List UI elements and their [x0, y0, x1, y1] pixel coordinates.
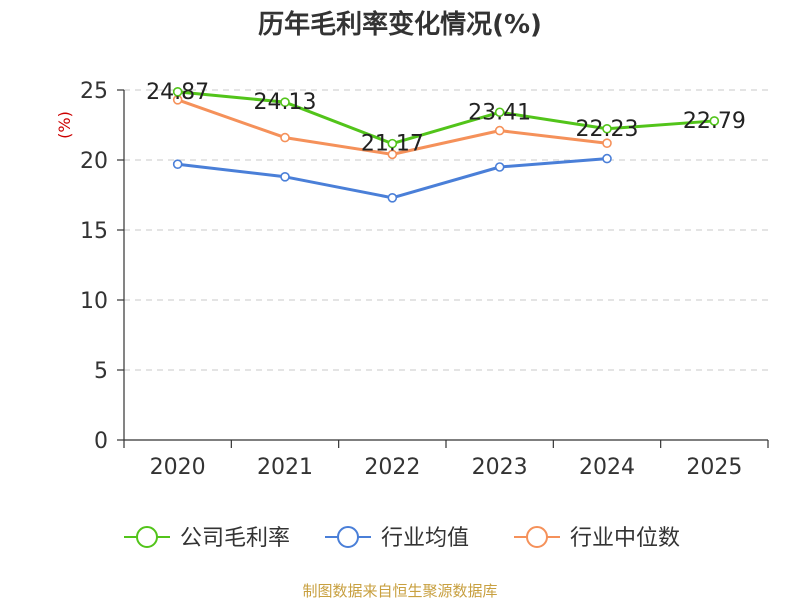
legend-marker: [526, 526, 548, 548]
data-labels: 24.87 24.13 21.17 23.41 22.23 22.79: [146, 80, 746, 157]
data-point: [387, 138, 398, 149]
legend-label: 行业均值: [381, 526, 469, 551]
source-note: 制图数据来自恒生聚源数据库: [302, 582, 497, 600]
x-tick-label: 2022: [364, 455, 420, 480]
data-point: [494, 107, 505, 118]
data-point: [602, 123, 612, 134]
data-point: [387, 193, 398, 203]
data-point: [494, 125, 505, 136]
data-point: [280, 172, 290, 182]
data-point: [709, 116, 720, 126]
y-tick-label: 20: [80, 149, 108, 174]
data-point: [280, 132, 290, 143]
grid-lines: [124, 89, 768, 371]
legend-label: 公司毛利率: [180, 526, 290, 551]
data-point: [602, 153, 612, 164]
x-tick-label: 2025: [686, 455, 742, 480]
data-point: [387, 149, 398, 160]
y-tick-label: 10: [80, 289, 108, 314]
data-label: 22.79: [683, 109, 746, 134]
y-tick-label: 5: [94, 359, 108, 384]
data-label: 23.41: [468, 100, 531, 125]
data-point: [602, 138, 612, 148]
data-point: [172, 159, 183, 169]
legend-marker: [136, 526, 158, 548]
series-line: [177, 90, 715, 146]
series-group: [172, 87, 720, 203]
y-tick-label: 0: [94, 429, 108, 454]
x-tick-label: 2020: [150, 455, 206, 480]
data-label: 22.23: [576, 117, 639, 142]
data-point: [172, 87, 183, 97]
legend-label: 行业中位数: [570, 526, 680, 551]
x-tick-label: 2023: [472, 455, 528, 480]
chart-title: 历年毛利率变化情况(%): [258, 9, 542, 40]
y-axis-label: (%): [55, 111, 74, 139]
legend: 公司毛利率 行业均值 行业中位数: [124, 526, 680, 551]
y-tick-label: 15: [80, 219, 108, 244]
data-label: 24.13: [254, 90, 317, 115]
series-line: [177, 157, 608, 200]
y-tick-label: 25: [80, 79, 108, 104]
data-label: 21.17: [361, 132, 424, 157]
data-point: [494, 162, 505, 172]
x-tick-label: 2021: [257, 455, 313, 480]
data-point: [280, 97, 290, 107]
x-tick-label: 2024: [579, 455, 635, 480]
legend-marker: [337, 526, 359, 548]
data-label: 24.87: [146, 80, 209, 105]
